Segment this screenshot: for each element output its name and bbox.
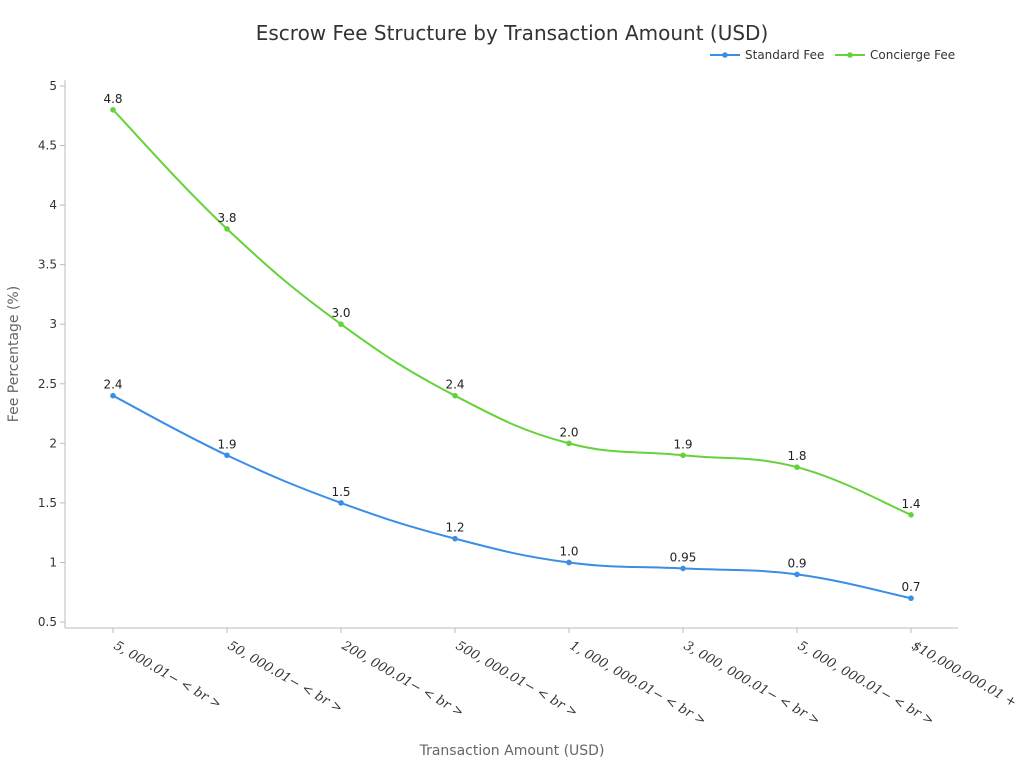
concierge-fee-data-label: 3.0	[331, 306, 350, 320]
x-tick-label: 5, 000.01− < br >	[111, 638, 224, 712]
legend-dot-marker	[847, 52, 853, 58]
legend-label: Concierge Fee	[870, 48, 955, 62]
x-tick-label: 50, 000.01− < br >	[225, 638, 345, 716]
y-tick-label: 1.5	[38, 496, 57, 510]
concierge-fee-point[interactable]	[908, 512, 914, 518]
concierge-fee-point[interactable]	[680, 452, 686, 459]
legend: Standard Fee Concierge Fee	[710, 48, 955, 62]
y-tick-label: 3	[49, 317, 57, 331]
standard-fee-data-label: 1.9	[217, 437, 236, 451]
concierge-fee-point[interactable]	[794, 464, 800, 470]
legend-item-concierge-fee[interactable]: Concierge Fee	[835, 48, 955, 62]
standard-fee-point[interactable]	[566, 559, 572, 566]
y-axis-title: Fee Percentage (%)	[6, 286, 22, 422]
concierge-fee-data-label: 1.8	[787, 449, 806, 463]
legend-label: Standard Fee	[745, 48, 824, 62]
y-tick-label: 0.5	[38, 615, 57, 629]
concierge-fee-data-label: 1.4	[901, 497, 920, 511]
y-tick-label: 5	[49, 79, 57, 93]
concierge-fee-data-label: 2.4	[445, 378, 464, 392]
standard-fee-point[interactable]	[794, 571, 800, 578]
legend-dot-marker	[722, 52, 728, 58]
concierge-fee-point[interactable]	[110, 106, 116, 113]
series-group	[110, 106, 914, 602]
standard-fee-data-label: 1.2	[445, 521, 464, 535]
chart-title: Escrow Fee Structure by Transaction Amou…	[256, 21, 769, 45]
x-tick-label: 500, 000.01− < br >	[453, 638, 580, 720]
standard-fee-data-label: 1.0	[559, 544, 578, 558]
y-tick-label: 3.5	[38, 258, 57, 272]
concierge-fee-data-label: 2.0	[559, 425, 578, 439]
data-labels: 2.4 1.9 1.5 1.2 1.0 0.95 0.9 0.7 4.8 3.8 3.0 2.4 2.0…	[103, 92, 920, 594]
standard-fee-data-label: 0.7	[901, 580, 920, 594]
y-tick-label: 4	[49, 198, 57, 212]
standard-fee-point[interactable]	[110, 392, 116, 399]
concierge-fee-data-label: 1.9	[673, 437, 692, 451]
standard-fee-point[interactable]	[224, 452, 230, 459]
y-tick-label: 1	[49, 555, 57, 569]
standard-fee-point[interactable]	[452, 535, 458, 542]
y-tick-label: 2.5	[38, 377, 57, 391]
y-tick-label: 2	[49, 436, 57, 450]
concierge-fee-point[interactable]	[566, 440, 572, 447]
concierge-fee-line	[112, 109, 912, 516]
y-tick-label: 4.5	[38, 139, 57, 153]
standard-fee-point[interactable]	[680, 565, 686, 572]
standard-fee-data-label: 1.5	[331, 485, 350, 499]
standard-fee-data-label: 0.95	[670, 550, 697, 564]
standard-fee-point[interactable]	[338, 500, 344, 506]
standard-fee-line	[112, 394, 912, 600]
standard-fee-data-label: 2.4	[103, 378, 122, 392]
x-tick-label: 200, 000.01− < br >	[338, 638, 466, 721]
concierge-fee-point[interactable]	[224, 226, 230, 232]
concierge-fee-data-label: 3.8	[217, 211, 236, 225]
concierge-fee-point[interactable]	[338, 321, 344, 328]
legend-item-standard-fee[interactable]: Standard Fee	[710, 48, 824, 62]
concierge-fee-data-label: 4.8	[103, 92, 122, 106]
x-tick-label: $10,000,000.01 +	[909, 638, 1019, 710]
standard-fee-point[interactable]	[908, 595, 914, 602]
axes: 0.5 1 1.5 2 2.5 3 3.5 4 4.5 5 5, 000.01− < br >50,…	[38, 79, 1019, 729]
x-axis-title: Transaction Amount (USD)	[419, 743, 605, 759]
concierge-fee-point[interactable]	[452, 392, 458, 399]
standard-fee-data-label: 0.9	[787, 556, 806, 570]
